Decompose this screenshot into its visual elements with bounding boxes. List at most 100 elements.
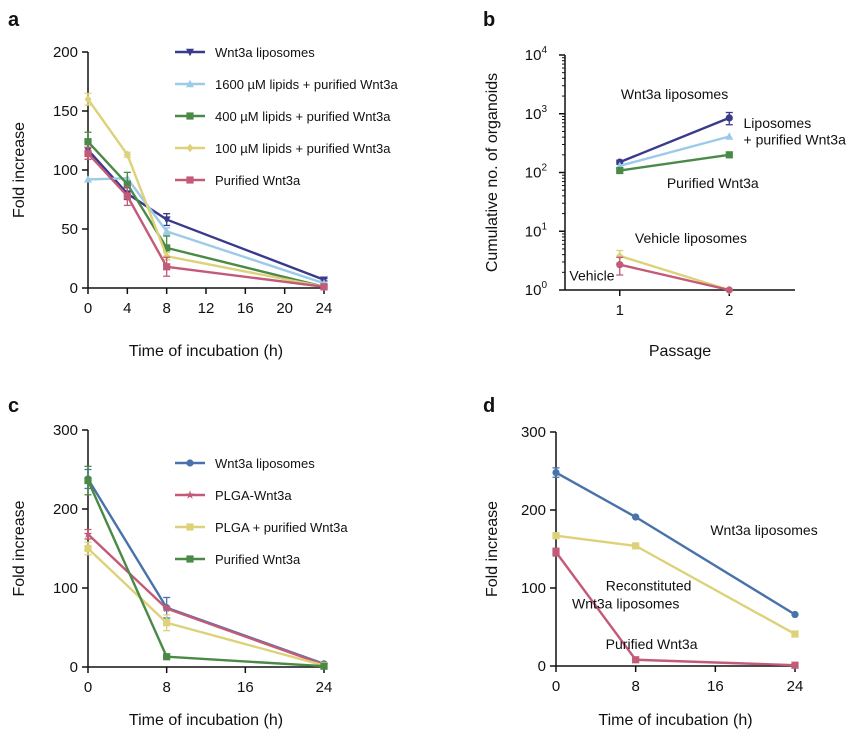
data-point xyxy=(725,132,734,140)
series-line xyxy=(87,149,325,281)
y-tick-label: 103 xyxy=(525,104,548,123)
x-tick-label: 24 xyxy=(787,678,804,695)
series-line xyxy=(619,263,730,292)
y-tick-label: 200 xyxy=(53,44,78,61)
y-tick-label: 0 xyxy=(70,659,78,676)
series-line xyxy=(87,152,325,289)
data-point xyxy=(320,283,328,291)
y-tick-label: 101 xyxy=(525,221,548,240)
data-point xyxy=(163,244,171,252)
legend-marker xyxy=(186,555,194,563)
x-tick-label: 16 xyxy=(237,679,254,696)
legend-marker xyxy=(185,490,195,499)
series-5 xyxy=(616,256,733,294)
legend-marker xyxy=(186,112,194,120)
data-point xyxy=(725,114,733,122)
series-5 xyxy=(84,146,328,291)
data-point xyxy=(83,529,93,538)
data-point xyxy=(84,544,92,553)
x-tick-label: 24 xyxy=(316,679,333,696)
data-point xyxy=(552,548,560,556)
series-line xyxy=(619,135,730,167)
data-point xyxy=(162,603,172,613)
y-tick-label: 100 xyxy=(53,580,78,597)
data-point xyxy=(632,513,640,521)
legend-entry: PLGA-Wnt3a xyxy=(215,488,292,503)
x-axis-label: Time of incubation (h) xyxy=(598,712,752,729)
annotation: Wnt3a liposomes xyxy=(572,595,679,611)
x-axis-label: Passage xyxy=(649,343,711,360)
y-tick-label: 100 xyxy=(53,162,78,179)
data-point xyxy=(163,251,171,261)
data-point xyxy=(163,263,171,271)
annotation: Purified Wnt3a xyxy=(606,636,698,652)
panel-c: c 0 100 200 300 0 8 16 24 Time of incubation (h) F… xyxy=(8,395,348,729)
x-tick-label: 0 xyxy=(84,679,92,696)
data-point xyxy=(163,653,171,661)
legend-entry: Wnt3a liposomes xyxy=(215,456,315,471)
legend-entry: 400 µM lipids + purified Wnt3a xyxy=(215,109,391,124)
x-tick-label: 2 xyxy=(725,302,733,319)
legend-marker xyxy=(186,459,194,467)
data-point xyxy=(632,656,640,664)
legend-entry: 100 µM lipids + purified Wnt3a xyxy=(215,141,391,156)
x-tick-label: 4 xyxy=(123,300,131,317)
annotation: Reconstituted xyxy=(606,577,692,593)
panel-d: d 0 100 200 300 0 8 16 24 Time of incubation (h) F… xyxy=(483,395,818,729)
data-point xyxy=(791,610,799,619)
legend-entry: Purified Wnt3a xyxy=(215,173,301,188)
series-line xyxy=(87,98,325,288)
x-tick-label: 16 xyxy=(237,300,254,317)
series-line xyxy=(86,480,325,668)
y-tick-label: 50 xyxy=(61,221,78,238)
panel-letter-b: b xyxy=(483,9,495,31)
annotation: Vehicle liposomes xyxy=(635,230,747,246)
data-point xyxy=(163,619,171,627)
y-tick-label: 100 xyxy=(525,280,548,299)
series-line xyxy=(87,177,325,285)
data-point xyxy=(162,227,171,235)
series-3 xyxy=(616,151,733,175)
x-axis-label: Time of incubation (h) xyxy=(129,343,283,360)
data-point xyxy=(552,468,560,477)
y-tick-label: 0 xyxy=(70,280,78,297)
annotation: Wnt3a liposomes xyxy=(710,522,817,538)
y-tick-label: 300 xyxy=(521,424,546,441)
x-tick-label: 12 xyxy=(198,300,215,317)
legend-marker xyxy=(186,48,194,57)
x-tick-label: 0 xyxy=(552,678,560,695)
y-tick-label: 102 xyxy=(525,163,548,182)
data-point xyxy=(616,166,624,175)
y-axis-label: Fold increase xyxy=(11,500,28,596)
data-point xyxy=(791,661,799,669)
x-tick-label: 0 xyxy=(84,300,92,317)
series-1 xyxy=(616,111,733,166)
y-tick-label: 200 xyxy=(521,502,546,519)
x-tick-label: 8 xyxy=(631,678,639,695)
legend-marker xyxy=(186,176,194,184)
data-point xyxy=(632,542,640,550)
annotation: + purified Wnt3a xyxy=(744,131,847,147)
y-tick-label: 200 xyxy=(53,501,78,518)
data-point xyxy=(616,251,624,261)
data-point xyxy=(725,286,733,294)
data-point xyxy=(84,149,92,158)
x-tick-label: 1 xyxy=(616,302,624,319)
y-tick-label: 150 xyxy=(53,103,78,120)
data-point xyxy=(123,180,131,188)
x-axis-label: Time of incubation (h) xyxy=(129,712,283,729)
y-axis-label: Cumulative no. of organoids xyxy=(484,73,501,272)
annotation: Purified Wnt3a xyxy=(667,175,759,191)
series-2 xyxy=(84,174,328,287)
series-line xyxy=(87,140,325,288)
legend: Wnt3a liposomes PLGA-Wnt3a PLGA + purified… xyxy=(175,456,348,567)
legend: Wnt3a liposomes 1600 µM lipids + purified… xyxy=(175,45,398,188)
y-axis-label: Fold increase xyxy=(484,501,501,597)
data-point xyxy=(320,662,328,670)
data-point xyxy=(616,261,624,269)
panel-a: a 0 50 100 150 200 0 4 8 12 16 20 24 Time of incubati… xyxy=(8,9,398,360)
y-axis-label: Fold increase xyxy=(11,122,28,218)
data-point xyxy=(84,138,92,146)
data-point xyxy=(552,532,560,540)
